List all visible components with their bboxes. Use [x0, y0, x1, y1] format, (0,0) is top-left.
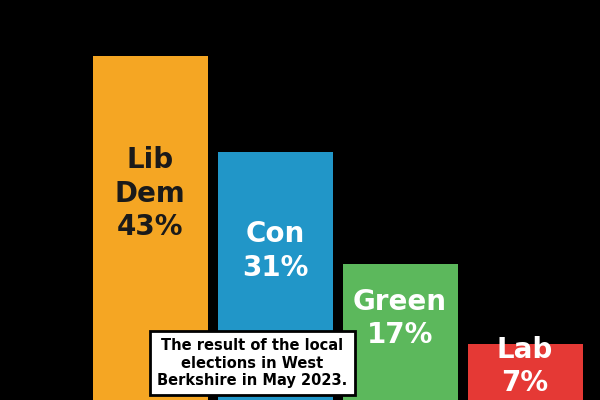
Text: Con
31%: Con 31% — [242, 220, 308, 282]
Text: Lib
Dem
43%: Lib Dem 43% — [115, 146, 185, 241]
Bar — [92, 56, 208, 400]
Bar — [467, 344, 583, 400]
Text: Lab
7%: Lab 7% — [497, 336, 553, 397]
Text: Green
17%: Green 17% — [353, 288, 447, 349]
Text: The result of the local
elections in West
Berkshire in May 2023.: The result of the local elections in Wes… — [157, 338, 347, 388]
Bar — [218, 152, 332, 400]
Bar — [343, 264, 458, 400]
